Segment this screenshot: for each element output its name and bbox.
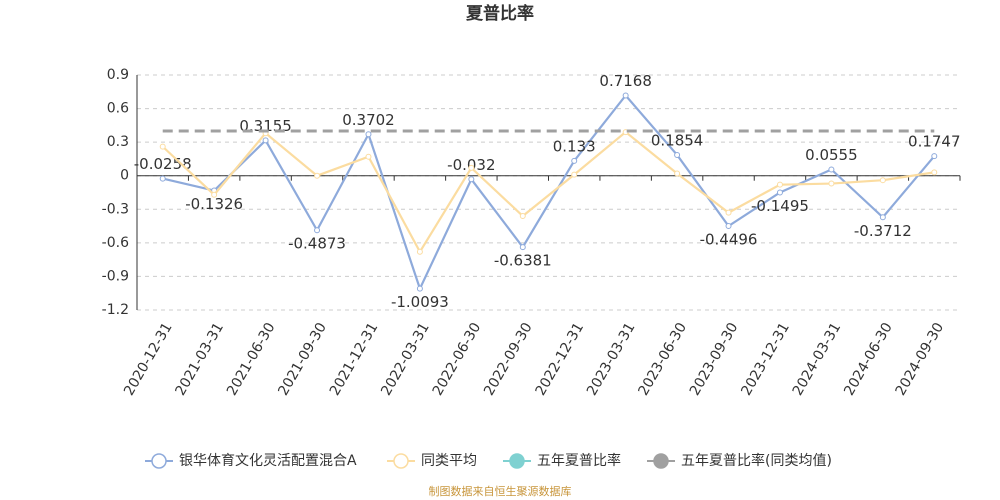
point — [571, 157, 578, 164]
legend-label: 五年夏普比率(同类均值) — [681, 452, 832, 469]
point — [776, 189, 783, 196]
x-tick-label: 2021-03-31 — [173, 320, 228, 398]
footer: 制图数据来自恒生聚源数据库 — [429, 484, 572, 498]
point — [828, 166, 835, 173]
data-label: 0.0555 — [805, 146, 858, 164]
data-label: -0.4496 — [700, 231, 758, 249]
x-tick-label: 2021-09-30 — [275, 320, 330, 398]
x-tick-label: 2024-03-31 — [790, 320, 845, 398]
x-tick-label: 2024-09-30 — [893, 320, 948, 398]
point — [519, 213, 526, 219]
y-tick-label: 0.3 — [107, 134, 129, 150]
x-tick-label: 2021-12-31 — [327, 320, 382, 398]
data-label: 0.1854 — [651, 131, 704, 149]
point — [571, 171, 578, 178]
point — [519, 244, 526, 251]
x-tick-label: 2023-09-30 — [687, 320, 742, 398]
y-tick-label: 0.6 — [107, 101, 129, 117]
series-line — [161, 130, 935, 255]
x-tick-label: 2022-12-31 — [533, 320, 588, 398]
x-tick-label: 2022-09-30 — [481, 320, 536, 398]
y-tick-label: -0.9 — [102, 268, 129, 284]
chart-title: 夏普比率 — [466, 3, 534, 24]
point — [365, 153, 372, 160]
data-label: 0.133 — [553, 137, 596, 155]
data-label: 0.3702 — [342, 111, 395, 129]
x-tick-label: 2024-06-30 — [841, 320, 896, 398]
point — [468, 164, 475, 171]
data-label: -0.1326 — [185, 195, 243, 213]
point — [725, 223, 732, 230]
point — [314, 172, 321, 179]
legend-marker — [393, 453, 409, 469]
x-tick-label: 2020-12-31 — [121, 320, 176, 398]
point — [314, 227, 321, 234]
x-tick-label: 2023-03-31 — [584, 320, 639, 398]
point — [365, 131, 372, 138]
x-tick-label: 2023-12-31 — [738, 320, 793, 398]
point — [931, 169, 938, 176]
point — [828, 180, 835, 187]
data-label: -1.0093 — [391, 293, 449, 311]
point — [725, 209, 732, 216]
legend-marker — [509, 453, 525, 469]
data-label: -0.032 — [447, 156, 495, 174]
y-tick-label: -0.6 — [102, 235, 129, 251]
point — [159, 175, 166, 182]
legend-label: 五年夏普比率 — [537, 452, 621, 469]
point — [674, 151, 681, 158]
point — [674, 170, 681, 177]
data-label: -0.3712 — [854, 222, 912, 240]
data-label: 0.1747 — [908, 133, 961, 151]
point — [931, 153, 938, 160]
legend-label: 银华体育文化灵活配置混合A — [179, 453, 357, 469]
point — [622, 92, 629, 99]
y-tick-label: 0 — [120, 168, 129, 184]
point — [416, 248, 423, 255]
legend-marker — [653, 453, 669, 469]
point — [776, 181, 783, 188]
y-tick-label: -0.3 — [102, 201, 129, 217]
data-label: -0.1495 — [751, 197, 809, 215]
point — [262, 137, 269, 144]
point — [879, 177, 886, 184]
x-tick-label: 2021-06-30 — [224, 320, 279, 398]
point — [159, 143, 166, 150]
point — [468, 176, 475, 183]
x-tick-label: 2023-06-30 — [635, 320, 690, 398]
point — [416, 285, 423, 292]
data-label: -0.6381 — [494, 252, 552, 270]
point — [879, 214, 886, 221]
legend-label: 同类平均 — [421, 453, 477, 469]
data-label: 0.7168 — [599, 72, 652, 90]
y-tick-label: 0.9 — [107, 67, 129, 83]
legend-marker — [151, 453, 167, 469]
y-tick-label: -1.2 — [102, 302, 129, 318]
x-tick-label: 2022-03-31 — [378, 320, 433, 398]
data-label: -0.4873 — [288, 235, 346, 253]
point — [211, 191, 218, 198]
x-tick-label: 2022-06-30 — [430, 320, 485, 398]
series-line — [162, 93, 936, 292]
